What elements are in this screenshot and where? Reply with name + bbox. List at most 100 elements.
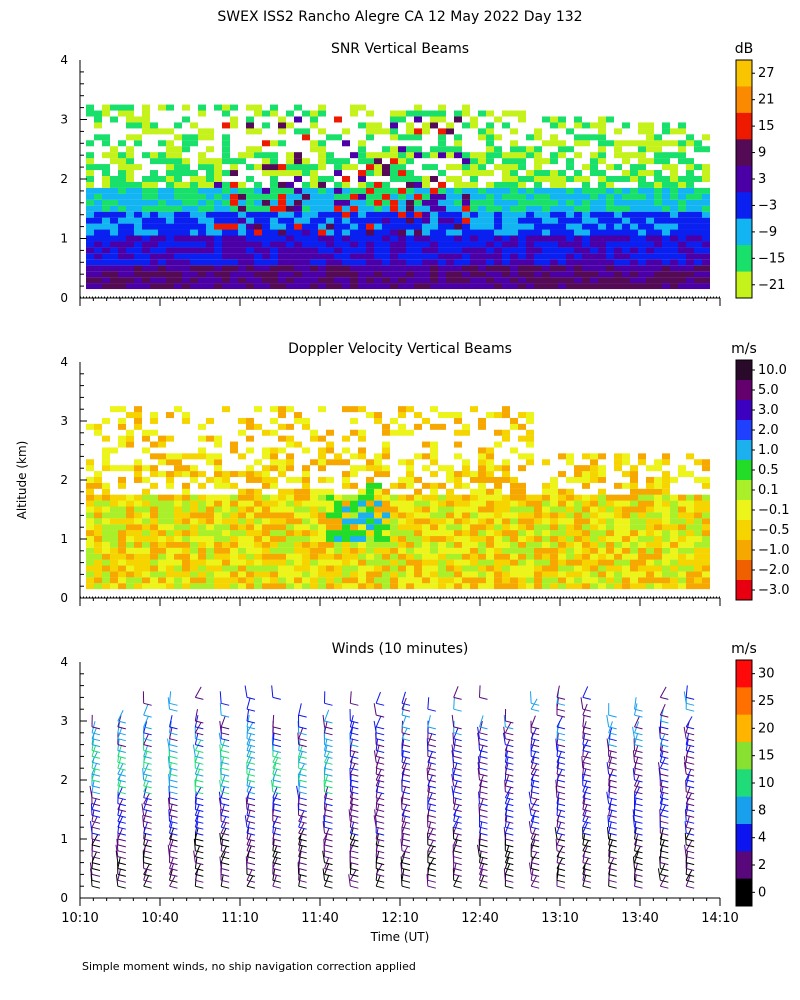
snr-cell <box>686 247 694 254</box>
doppler-cell <box>542 530 550 537</box>
doppler-cell <box>358 500 366 507</box>
doppler-cell <box>206 459 214 466</box>
doppler-cell <box>134 494 142 501</box>
snr-cell <box>198 229 206 236</box>
doppler-cell <box>286 547 294 554</box>
wind-barb-flag <box>479 726 488 730</box>
wind-barb-flag <box>453 791 462 795</box>
wind-barb-flag <box>453 761 462 765</box>
doppler-cell <box>502 412 510 419</box>
snr-cell <box>326 283 334 290</box>
snr-cell <box>550 277 558 284</box>
doppler-cell <box>350 506 358 513</box>
doppler-cell <box>550 530 558 537</box>
snr-cell <box>246 253 254 260</box>
doppler-cell <box>262 524 270 531</box>
doppler-cell <box>294 524 302 531</box>
wind-barb-flag <box>272 738 281 742</box>
snr-cell <box>542 211 550 218</box>
snr-cell <box>566 229 574 236</box>
snr-cell <box>694 247 702 254</box>
doppler-cell <box>422 524 430 531</box>
snr-cell <box>110 271 118 278</box>
snr-cell <box>606 116 614 123</box>
doppler-cell <box>254 406 262 413</box>
doppler-cell <box>342 577 350 584</box>
wind-barb-flag <box>453 785 462 789</box>
colorbar-swatch <box>736 580 752 601</box>
doppler-cell <box>286 565 294 572</box>
doppler-cell <box>110 565 118 572</box>
doppler-cell <box>318 559 326 566</box>
doppler-cell <box>462 494 470 501</box>
doppler-cell <box>702 500 710 507</box>
snr-cell <box>494 283 502 290</box>
snr-cell <box>342 175 350 182</box>
snr-cell <box>414 235 422 242</box>
snr-cell <box>518 283 526 290</box>
snr-cell <box>254 283 262 290</box>
snr-cell <box>494 247 502 254</box>
doppler-cell <box>278 459 286 466</box>
wind-barb <box>556 716 563 728</box>
doppler-cell <box>190 571 198 578</box>
doppler-cell <box>550 541 558 548</box>
wind-barb-flag <box>453 750 462 753</box>
doppler-cell <box>142 565 150 572</box>
snr-cell <box>174 158 182 165</box>
doppler-cell <box>158 506 166 513</box>
doppler-cell <box>470 559 478 566</box>
snr-cell <box>254 128 262 135</box>
doppler-cell <box>302 447 310 454</box>
snr-cell <box>86 283 94 290</box>
snr-cell <box>462 158 470 165</box>
snr-cell <box>222 193 230 200</box>
wind-barb-flag <box>453 755 462 759</box>
doppler-cell <box>494 476 502 483</box>
snr-cell <box>566 158 574 165</box>
doppler-cell <box>158 494 166 501</box>
wind-barb-flag <box>91 832 101 836</box>
doppler-cell <box>126 541 134 548</box>
snr-cell <box>126 253 134 260</box>
snr-cell <box>310 110 318 117</box>
wind-barb-flag <box>221 744 230 748</box>
doppler-cell <box>246 476 254 483</box>
snr-cell <box>630 283 638 290</box>
snr-cell <box>166 205 174 212</box>
snr-cell <box>678 217 686 224</box>
doppler-cell <box>102 524 110 531</box>
doppler-cell <box>358 453 366 460</box>
snr-cell <box>222 283 230 290</box>
snr-cell <box>526 235 534 242</box>
doppler-cell <box>102 494 110 501</box>
doppler-cell <box>334 583 342 590</box>
snr-cell <box>358 122 366 129</box>
doppler-cell <box>342 471 350 478</box>
snr-cell <box>94 271 102 278</box>
doppler-cell <box>502 577 510 584</box>
wind-barb-flag <box>531 761 540 765</box>
wind-barb-flag <box>246 738 256 742</box>
snr-cell <box>446 187 454 194</box>
doppler-cell <box>414 577 422 584</box>
wind-barb-flag <box>91 761 101 765</box>
doppler-cell <box>230 553 238 560</box>
doppler-cell <box>638 494 646 501</box>
doppler-cell <box>678 530 686 537</box>
doppler-cell <box>142 524 150 531</box>
snr-cell <box>550 199 558 206</box>
snr-cell <box>598 134 606 141</box>
snr-cell <box>158 223 166 230</box>
wind-barb <box>427 697 430 710</box>
colorbar-label: 3 <box>758 172 766 187</box>
snr-cell <box>310 164 318 171</box>
doppler-cell <box>510 500 518 507</box>
doppler-cell <box>190 512 198 519</box>
snr-cell <box>174 229 182 236</box>
snr-cell <box>686 134 694 141</box>
snr-cell <box>310 253 318 260</box>
snr-cell <box>382 265 390 272</box>
doppler-cell <box>414 453 422 460</box>
doppler-cell <box>206 506 214 513</box>
